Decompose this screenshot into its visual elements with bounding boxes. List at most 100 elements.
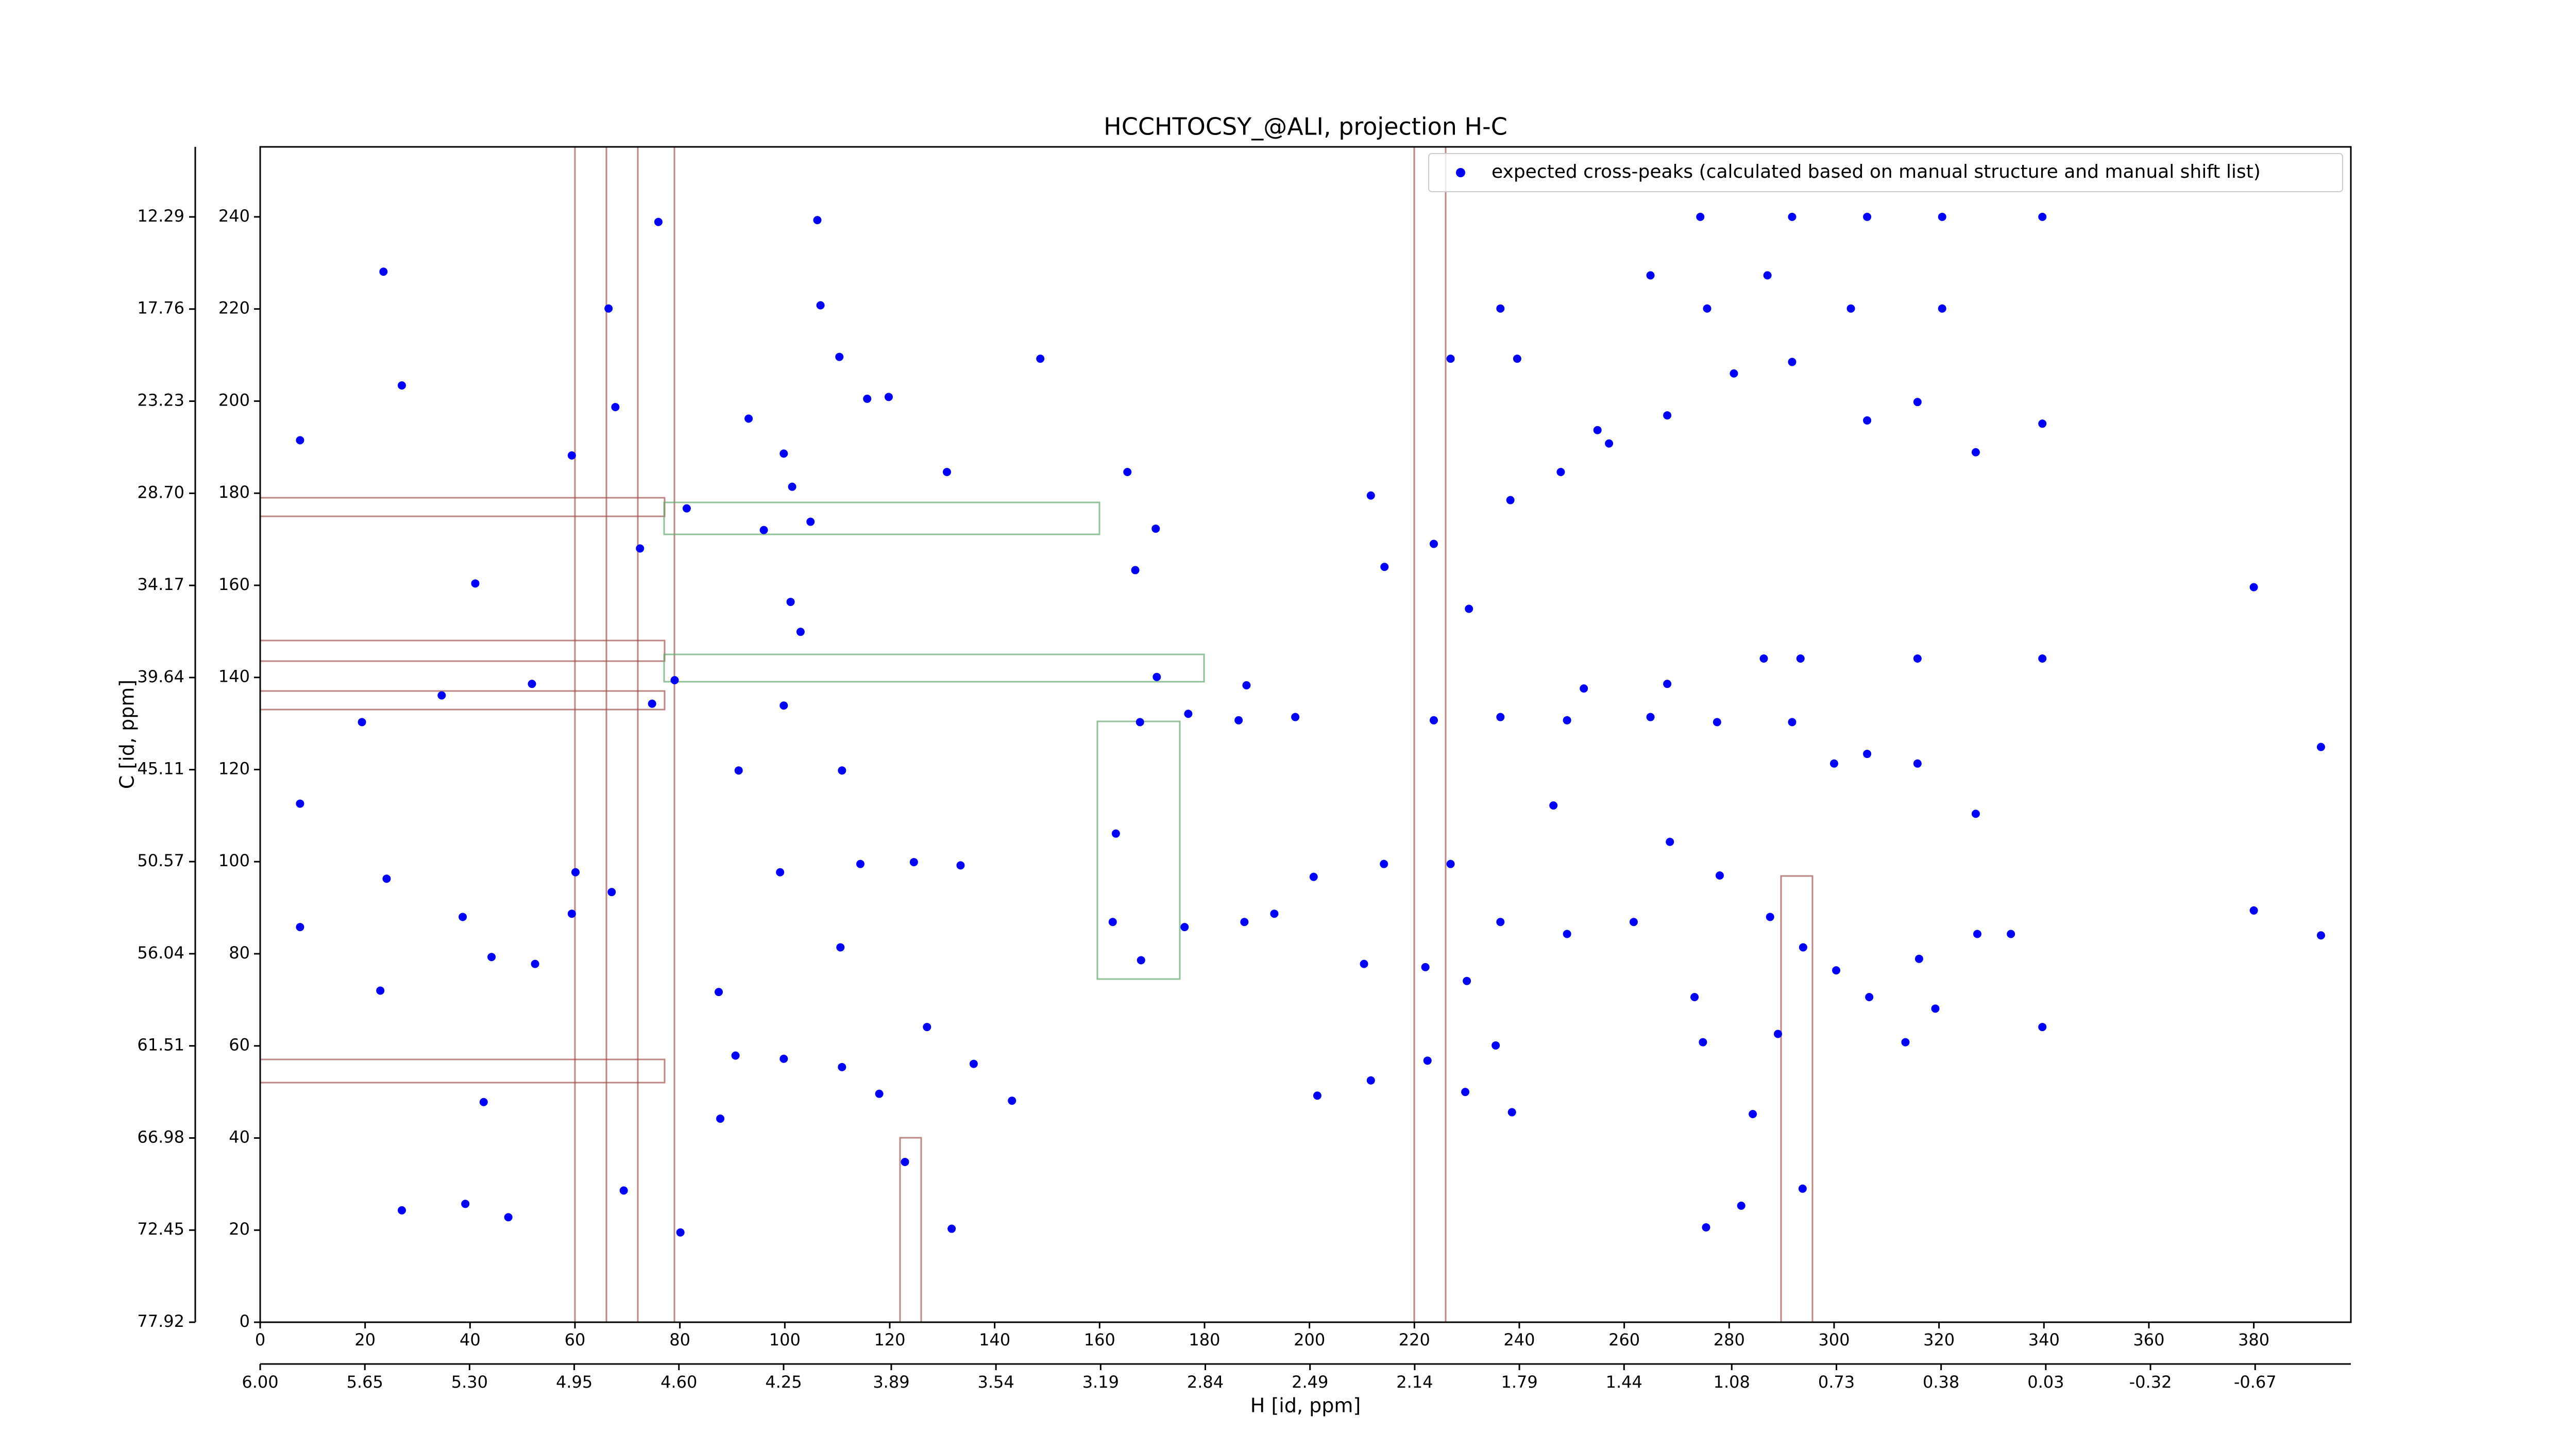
point [1563, 930, 1571, 938]
x-tick-label: 260 [1608, 1330, 1640, 1350]
point [1151, 524, 1160, 533]
x-tick-label: 100 [769, 1330, 801, 1350]
point [397, 381, 406, 390]
point [1699, 1038, 1707, 1047]
x-tick-label: 220 [1399, 1330, 1430, 1350]
point [437, 691, 446, 700]
point [636, 544, 645, 553]
x-tick-label: 0 [255, 1330, 265, 1350]
point [2316, 743, 2325, 751]
y-axis-label: C [id, ppm] [116, 680, 139, 789]
point [567, 909, 576, 918]
point [1180, 923, 1189, 932]
x-tick-label: 80 [669, 1330, 690, 1350]
y-tick-label: 220 [218, 298, 250, 318]
point [296, 436, 304, 445]
x2-tick-label: 4.95 [556, 1372, 592, 1392]
point [838, 766, 846, 775]
point [901, 1157, 909, 1166]
point [1715, 871, 1724, 880]
y2-tick-label: 17.76 [137, 298, 184, 318]
y-tick-label: 0 [240, 1311, 250, 1331]
point [838, 1063, 846, 1071]
point [875, 1089, 884, 1098]
x2-tick-label: 1.44 [1606, 1372, 1642, 1392]
y2-tick-label: 50.57 [137, 851, 184, 870]
point [796, 628, 805, 636]
legend-box [1428, 153, 2343, 192]
y2-tick-label: 28.70 [137, 482, 184, 502]
y2-tick-label: 12.29 [137, 206, 184, 226]
y2-tick-label: 72.45 [137, 1219, 184, 1239]
point [1465, 604, 1473, 613]
x-tick-label: 320 [1923, 1330, 1955, 1350]
point [461, 1200, 470, 1208]
x-tick-label: 180 [1189, 1330, 1220, 1350]
y-tick-label: 60 [229, 1035, 250, 1055]
point [382, 874, 391, 883]
point [1696, 212, 1705, 221]
x-tick-label: 60 [565, 1330, 586, 1350]
point [1914, 954, 1923, 963]
point [1563, 716, 1571, 724]
point [1713, 718, 1721, 727]
point [1429, 540, 1438, 548]
y-tick-label: 180 [218, 482, 250, 502]
point [744, 414, 753, 423]
point [1492, 1041, 1500, 1050]
point [1846, 304, 1855, 313]
y2-tick-label: 61.51 [137, 1035, 184, 1055]
point [1240, 918, 1249, 926]
y2-tick-label: 45.11 [137, 759, 184, 779]
x2-tick-label: 6.00 [242, 1372, 278, 1392]
y-tick-label: 40 [229, 1127, 250, 1147]
point [1646, 713, 1655, 721]
point [1973, 930, 1981, 938]
point [1366, 491, 1375, 500]
point [1423, 1056, 1432, 1065]
point [504, 1213, 513, 1222]
point [813, 216, 822, 225]
point [1913, 398, 1922, 407]
x-tick-label: 20 [354, 1330, 376, 1350]
point [471, 579, 480, 588]
point [1702, 1223, 1710, 1232]
y-tick-label: 100 [218, 851, 250, 870]
point [835, 352, 844, 361]
x2-tick-label: 1.08 [1714, 1372, 1750, 1392]
y-tick-label: 20 [229, 1219, 250, 1239]
point [2038, 1023, 2047, 1032]
point [1799, 943, 1807, 952]
point [1309, 872, 1318, 881]
y2-tick-label: 34.17 [137, 575, 184, 594]
point [1938, 304, 1946, 313]
point [715, 988, 723, 997]
point [836, 943, 845, 952]
x-tick-label: 200 [1294, 1330, 1325, 1350]
point [1131, 566, 1140, 575]
point [1766, 913, 1774, 921]
point [1971, 810, 1980, 818]
point [1832, 966, 1841, 975]
point [816, 301, 825, 310]
y-tick-label: 200 [218, 390, 250, 410]
point [1737, 1201, 1745, 1210]
point [1593, 426, 1602, 434]
x2-tick-label: 3.19 [1082, 1372, 1119, 1392]
point [1913, 654, 1922, 663]
point [682, 504, 691, 513]
point [759, 526, 768, 534]
y2-tick-label: 56.04 [137, 943, 184, 963]
point [459, 913, 467, 921]
point [1137, 956, 1145, 965]
x2-tick-label: 3.89 [873, 1372, 909, 1392]
point [1663, 680, 1672, 688]
y-tick-label: 80 [229, 943, 250, 963]
point [1429, 716, 1438, 724]
x-axis-label: H [id, ppm] [1250, 1394, 1361, 1417]
point [806, 517, 815, 526]
point [1036, 355, 1045, 363]
point [619, 1186, 628, 1195]
point [1380, 860, 1388, 868]
